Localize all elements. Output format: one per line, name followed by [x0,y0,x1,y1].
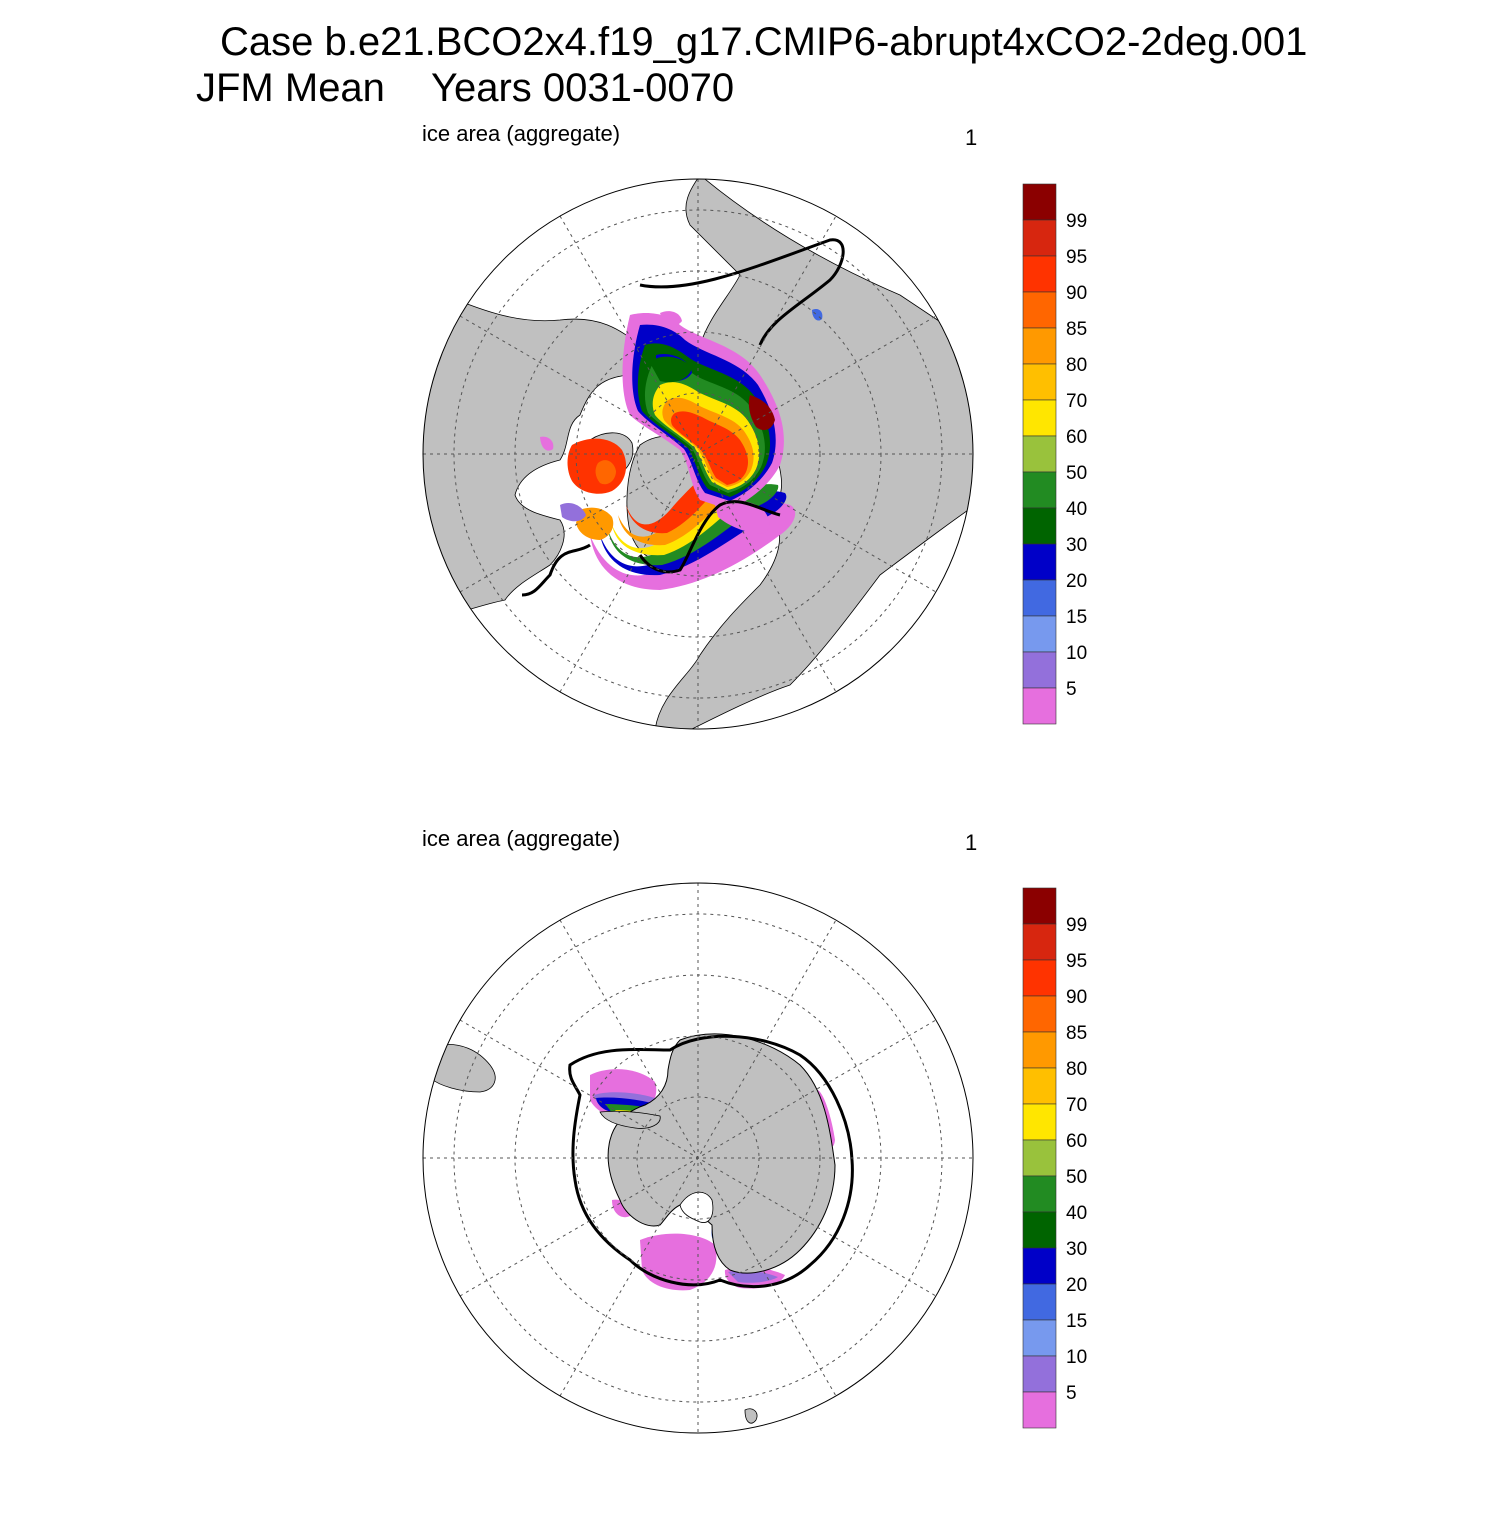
colorbar-label: 60 [1066,427,1087,448]
colorbar-box [1022,327,1057,365]
north-land-north-america [423,284,652,621]
colorbar-box [1022,471,1057,509]
colorbar-label: 10 [1066,643,1087,664]
colorbar-box [1022,1283,1057,1321]
north-colorbar: 99 95 90 85 80 70 60 50 40 30 20 15 10 5 [1022,183,1087,725]
north-ice-edge-contour [521,238,845,597]
south-map-border [422,882,974,1434]
colorbar-box [1022,615,1057,653]
colorbar-label: 99 [1066,211,1087,232]
colorbar-label: 85 [1066,319,1087,340]
colorbar-box [1022,183,1057,221]
panel-north-number: 1 [965,125,978,150]
south-ice-edge-contour [568,1034,854,1289]
colorbar-box [1022,995,1057,1033]
colorbar-box [1022,219,1057,257]
colorbar-label: 15 [1066,607,1087,628]
colorbar-box [1022,507,1057,545]
south-map-svg: 99 95 90 85 80 70 60 50 40 30 20 15 10 5 [422,882,1087,1434]
north-map-svg: 99 95 90 85 80 70 60 50 40 30 20 15 10 5 [422,178,1087,730]
colorbar-label: 99 [1066,915,1087,936]
colorbar-label: 95 [1066,951,1087,972]
colorbar-box [1022,1355,1057,1393]
north-graticule [423,179,973,729]
colorbar-box [1022,923,1057,961]
colorbar-label: 70 [1066,391,1087,412]
colorbar-label: 40 [1066,499,1087,520]
colorbar-label: 5 [1066,679,1077,700]
colorbar-label: 5 [1066,1383,1077,1404]
colorbar-box [1022,1139,1057,1177]
south-colorbar: 99 95 90 85 80 70 60 50 40 30 20 15 10 5 [1022,887,1087,1429]
colorbar-label: 40 [1066,1203,1087,1224]
colorbar-label: 15 [1066,1311,1087,1332]
colorbar-label: 20 [1066,1275,1087,1296]
colorbar-label: 90 [1066,987,1087,1008]
colorbar-box [1022,1211,1057,1249]
north-land-eurasia [654,179,973,729]
colorbar-box [1022,687,1057,725]
colorbar-box [1022,543,1057,581]
colorbar-label: 50 [1066,463,1087,484]
north-polar-map [423,179,973,729]
south-land-antarctic-peninsula [599,1110,661,1129]
south-graticule [423,883,973,1433]
south-ross-ice-shelf [679,1191,714,1223]
colorbar-box [1022,291,1057,329]
colorbar-box [1022,579,1057,617]
north-map-border [422,178,974,730]
panel-north: ice area (aggregate) 1 [0,115,1500,815]
colorbar-box [1022,1319,1057,1357]
colorbar-box [1022,1175,1057,1213]
colorbar-box [1022,1103,1057,1141]
colorbar-label: 95 [1066,247,1087,268]
colorbar-label: 30 [1066,1239,1087,1260]
colorbar-box [1022,1067,1057,1105]
colorbar-box [1022,651,1057,689]
season-label: JFM Mean [196,66,385,110]
colorbar-label: 85 [1066,1023,1087,1044]
colorbar-box [1022,363,1057,401]
north-sea-ice-field [540,309,823,590]
colorbar-label: 70 [1066,1095,1087,1116]
colorbar-box [1022,959,1057,997]
south-polar-map [423,883,973,1433]
colorbar-label: 60 [1066,1131,1087,1152]
colorbar-box [1022,887,1057,925]
south-land-new-zealand [744,1408,758,1424]
colorbar-box [1022,255,1057,293]
colorbar-label: 80 [1066,355,1087,376]
south-land-south-america [429,1043,496,1093]
panel-south: ice area (aggregate) 1 [0,820,1500,1520]
colorbar-label: 30 [1066,535,1087,556]
colorbar-box [1022,1247,1057,1285]
colorbar-label: 80 [1066,1059,1087,1080]
colorbar-box [1022,1391,1057,1429]
colorbar-box [1022,1031,1057,1069]
colorbar-label: 50 [1066,1167,1087,1188]
colorbar-label: 10 [1066,1347,1087,1368]
panel-south-number: 1 [965,830,978,855]
panel-south-label: ice area (aggregate) [422,826,621,851]
colorbar-box [1022,435,1057,473]
colorbar-label: 90 [1066,283,1087,304]
colorbar-label: 20 [1066,571,1087,592]
panel-north-label: ice area (aggregate) [422,121,621,146]
years-label: Years 0031-0070 [430,66,735,110]
figure-subtitle: JFM Mean Years 0031-0070 [196,66,734,111]
figure-title: Case b.e21.BCO2x4.f19_g17.CMIP6-abrupt4x… [220,20,1308,64]
colorbar-box [1022,399,1057,437]
